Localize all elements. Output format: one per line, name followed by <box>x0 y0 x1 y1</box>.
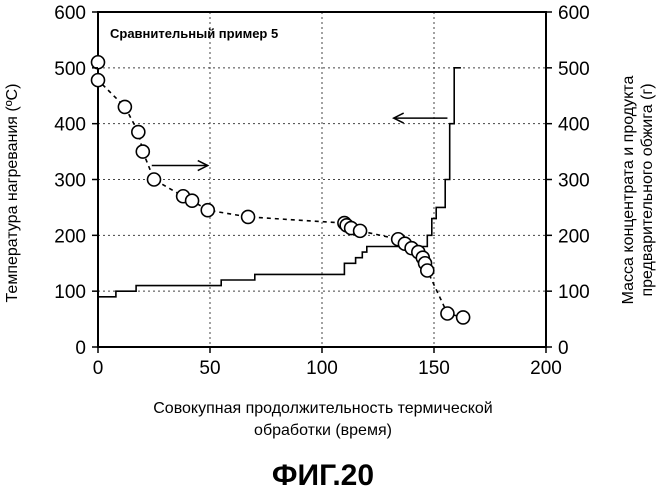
y-left-tick-label: 100 <box>54 282 86 303</box>
y-left-tick-label: 200 <box>54 226 86 247</box>
y-left-tick-label: 400 <box>54 115 86 136</box>
mass-data-point <box>242 210 255 223</box>
mass-data-point <box>457 311 470 324</box>
y-left-tick-label: 500 <box>54 59 86 80</box>
y-right-tick-label: 0 <box>558 338 569 359</box>
mass-data-point <box>201 204 214 217</box>
mass-data-point <box>118 100 131 113</box>
x-tick-label: 0 <box>93 358 104 379</box>
y-axis-left-title: Температура нагревания (ºC) <box>4 84 21 303</box>
chart-annotation: Сравнительный пример 5 <box>110 26 278 41</box>
x-tick-label: 200 <box>530 358 562 379</box>
series-layer <box>92 56 470 324</box>
grid <box>98 12 546 347</box>
y-right-tick-label: 600 <box>558 3 590 24</box>
mass-data-point <box>136 145 149 158</box>
figure-caption: ФИГ.20 <box>272 459 374 492</box>
y-axis-right-title-line-2: предварительного обжига (г) <box>639 83 656 296</box>
mass-data-point <box>354 224 367 237</box>
mass-data-point <box>421 264 434 277</box>
mass-data-point <box>148 173 161 186</box>
y-left-tick-label: 600 <box>54 3 86 24</box>
mass-data-point <box>441 307 454 320</box>
y-axis-right-title-line-1: Масса концентрата и продукта <box>620 76 637 305</box>
y-left-tick-label: 300 <box>54 171 86 192</box>
y-right-tick-label: 400 <box>558 115 590 136</box>
y-right-tick-label: 500 <box>558 59 590 80</box>
x-axis-title-line-2: обработки (время) <box>254 422 392 439</box>
mass-data-point <box>132 126 145 139</box>
mass-data-point <box>92 56 105 69</box>
x-tick-label: 50 <box>199 358 220 379</box>
x-axis-title-line-1: Совокупная продолжительность термической <box>153 400 493 417</box>
y-right-tick-label: 100 <box>558 282 590 303</box>
y-right-tick-label: 300 <box>558 171 590 192</box>
mass-data-point <box>186 194 199 207</box>
y-right-tick-label: 200 <box>558 226 590 247</box>
y-left-tick-label: 0 <box>75 338 86 359</box>
x-tick-label: 100 <box>306 358 338 379</box>
x-tick-label: 150 <box>418 358 450 379</box>
mass-data-point <box>92 74 105 87</box>
mass-dashed-line <box>98 62 463 317</box>
